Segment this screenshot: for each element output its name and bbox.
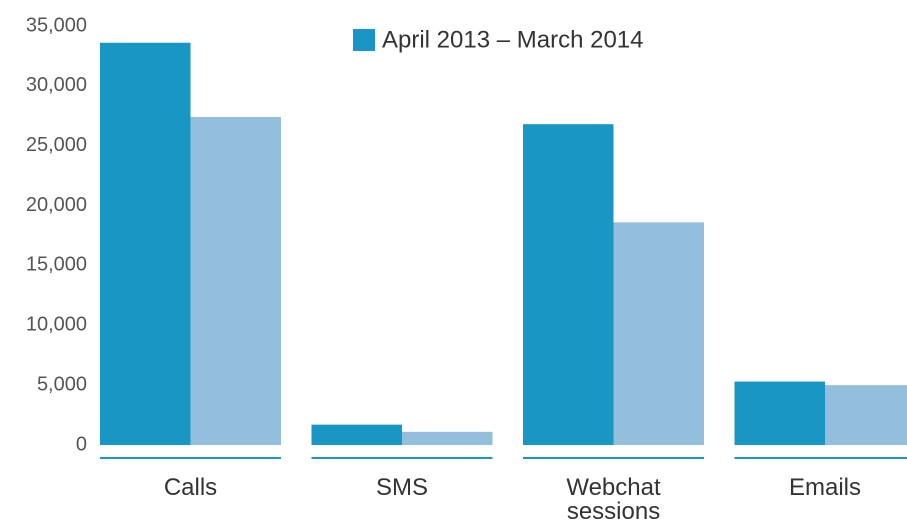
bar: [613, 222, 704, 445]
x-tick-label: Emails: [788, 474, 861, 501]
y-tick-label: 10,000: [26, 314, 87, 336]
y-tick-label: 25,000: [26, 134, 87, 156]
bar: [402, 431, 493, 445]
y-tick-label: 20,000: [26, 194, 87, 216]
y-tick-label: 0: [76, 433, 87, 455]
bar: [734, 381, 825, 445]
x-tick-label: Calls: [163, 474, 218, 501]
bar: [100, 42, 191, 445]
y-tick-label: 30,000: [26, 74, 87, 96]
bar: [825, 385, 907, 445]
legend-label: April 2013 – March 2014: [382, 26, 644, 53]
y-tick-label: 5,000: [37, 373, 87, 395]
y-tick-label: 35,000: [26, 14, 87, 36]
x-tick-label: SMS: [375, 474, 428, 501]
bar: [190, 116, 281, 446]
x-tick-label: Webchat sessions: [566, 474, 661, 524]
legend-swatch: [353, 29, 375, 51]
bar: [311, 424, 402, 445]
bar: [523, 124, 614, 445]
y-tick-label: 15,000: [26, 254, 87, 276]
